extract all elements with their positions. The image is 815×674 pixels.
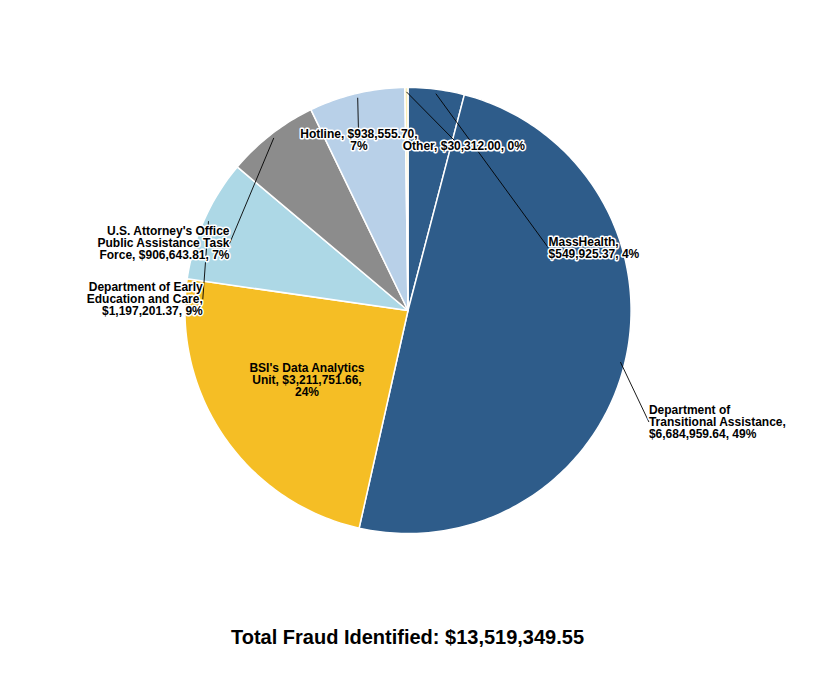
svg-text:Other, $30,312.00, 0%: Other, $30,312.00, 0% <box>403 139 525 153</box>
html-text:Total Fraud Identified: $13,51: Total Fraud Identified: $13,519,349.55 <box>231 626 584 648</box>
svg-text:Department of EarlyEducation a: Department of EarlyEducation and Care,$1… <box>87 280 203 318</box>
svg-text:Hotline, $938,555.70,7%: Hotline, $938,555.70,7% <box>300 127 417 153</box>
svg-text:Department ofTransitional Assi: Department ofTransitional Assistance,$6,… <box>649 403 786 441</box>
svg-text:MassHealth,$549,925.37, 4%: MassHealth,$549,925.37, 4% <box>549 235 640 261</box>
svg-text:BSI's Data AnalyticsUnit, $3,2: BSI's Data AnalyticsUnit, $3,211,751.66,… <box>249 361 364 399</box>
svg-text:U.S. Attorney's OfficePublic A: U.S. Attorney's OfficePublic Assistance … <box>97 224 229 262</box>
